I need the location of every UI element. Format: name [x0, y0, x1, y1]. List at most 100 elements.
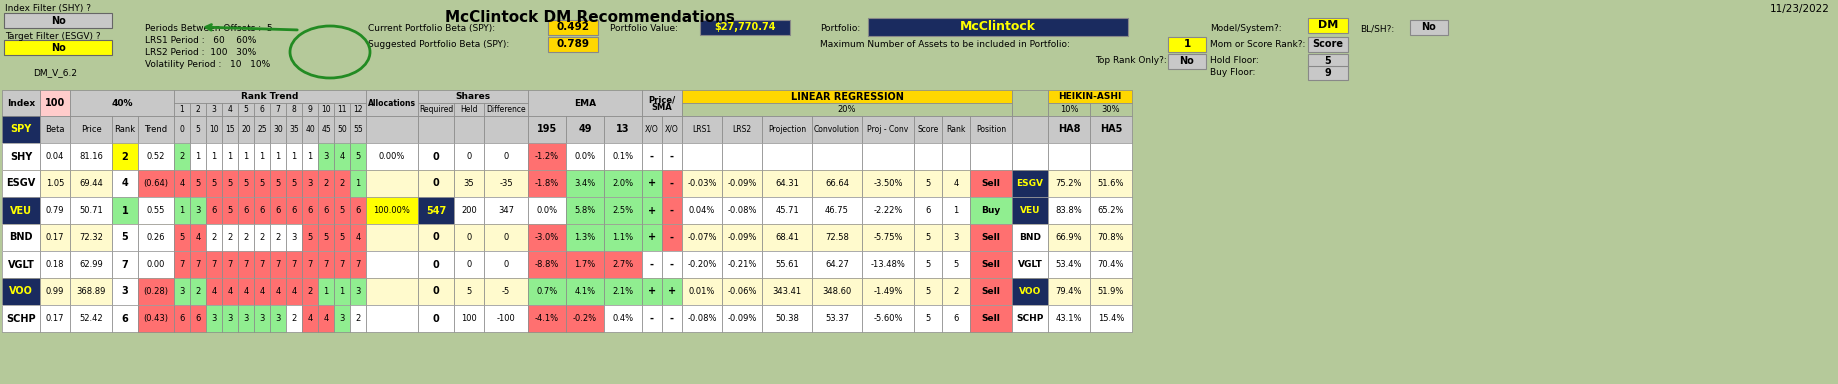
Bar	[1090, 116, 1132, 143]
Text: 4: 4	[340, 152, 346, 161]
Text: 79.4%: 79.4%	[1055, 287, 1083, 296]
Text: 2: 2	[243, 233, 248, 242]
Bar	[763, 143, 812, 170]
Text: BL/SH?:: BL/SH?:	[1360, 24, 1395, 33]
Text: 9: 9	[307, 105, 312, 114]
Text: 4: 4	[292, 287, 296, 296]
Bar	[138, 224, 175, 251]
Text: 6: 6	[307, 206, 312, 215]
Bar	[763, 305, 812, 332]
Text: (0.43): (0.43)	[143, 314, 169, 323]
Bar	[1167, 54, 1206, 69]
Text: 0.79: 0.79	[46, 206, 64, 215]
Text: -4.1%: -4.1%	[535, 314, 559, 323]
Text: Buy: Buy	[981, 206, 1000, 215]
Bar	[417, 305, 454, 332]
Text: 75.2%: 75.2%	[1055, 179, 1083, 188]
Text: 65.2%: 65.2%	[1097, 206, 1125, 215]
Bar	[222, 103, 237, 116]
Bar	[112, 251, 138, 278]
Text: 7: 7	[276, 260, 281, 269]
Bar	[483, 305, 528, 332]
Text: 0: 0	[467, 260, 472, 269]
Bar	[454, 116, 483, 143]
Text: 64.31: 64.31	[776, 179, 800, 188]
Bar	[318, 170, 335, 197]
Bar	[943, 116, 970, 143]
Text: HA5: HA5	[1099, 124, 1123, 134]
Text: SCHP: SCHP	[1016, 314, 1044, 323]
Text: 35: 35	[289, 125, 300, 134]
Bar	[417, 143, 454, 170]
Bar	[270, 251, 287, 278]
Bar	[138, 305, 175, 332]
Bar	[605, 116, 641, 143]
Text: Rank: Rank	[114, 125, 136, 134]
Bar	[566, 305, 605, 332]
Bar	[70, 197, 112, 224]
Text: 0: 0	[432, 232, 439, 243]
Bar	[812, 170, 862, 197]
Bar	[2, 305, 40, 332]
Bar	[138, 116, 175, 143]
Text: 3: 3	[243, 314, 248, 323]
Text: 5: 5	[259, 179, 265, 188]
Text: 3: 3	[180, 287, 184, 296]
Text: 52.42: 52.42	[79, 314, 103, 323]
Bar	[605, 278, 641, 305]
Bar	[206, 278, 222, 305]
Bar	[189, 197, 206, 224]
Text: 10: 10	[210, 125, 219, 134]
Text: 50: 50	[336, 125, 347, 134]
Text: 10: 10	[322, 105, 331, 114]
Text: SMA: SMA	[652, 103, 673, 111]
Bar	[566, 251, 605, 278]
Bar	[189, 278, 206, 305]
Text: 100.00%: 100.00%	[373, 206, 410, 215]
Bar	[138, 197, 175, 224]
Text: 30: 30	[274, 125, 283, 134]
Bar	[287, 224, 301, 251]
Text: Suggested Portfolio Beta (SPY):: Suggested Portfolio Beta (SPY):	[368, 40, 509, 49]
Text: 4: 4	[228, 287, 233, 296]
Text: 11/23/2022: 11/23/2022	[1770, 4, 1831, 14]
Bar	[2, 116, 40, 143]
Bar	[417, 103, 454, 116]
Bar	[349, 170, 366, 197]
Bar	[1048, 278, 1090, 305]
Bar	[682, 278, 722, 305]
Bar	[1410, 20, 1448, 35]
Text: 3: 3	[276, 314, 281, 323]
Text: 1: 1	[259, 152, 265, 161]
Text: Index: Index	[7, 99, 35, 108]
Bar	[641, 224, 662, 251]
Text: 49: 49	[579, 124, 592, 134]
Text: 5: 5	[355, 152, 360, 161]
Text: Price/: Price/	[649, 96, 676, 104]
Text: 6: 6	[121, 313, 129, 323]
Text: -1.2%: -1.2%	[535, 152, 559, 161]
Bar	[175, 170, 189, 197]
Text: 1: 1	[243, 152, 248, 161]
Bar	[138, 143, 175, 170]
Bar	[2, 143, 1132, 170]
Text: 5: 5	[211, 179, 217, 188]
Text: 53.37: 53.37	[825, 314, 849, 323]
Bar	[222, 116, 237, 143]
Bar	[417, 197, 454, 224]
Text: 25: 25	[257, 125, 267, 134]
Bar	[605, 224, 641, 251]
Text: 0.0%: 0.0%	[575, 152, 596, 161]
Bar	[528, 170, 566, 197]
Bar	[943, 224, 970, 251]
Bar	[913, 143, 943, 170]
Text: 62.99: 62.99	[79, 260, 103, 269]
Text: 6: 6	[925, 206, 930, 215]
Bar	[138, 278, 175, 305]
Text: 1: 1	[292, 152, 296, 161]
Text: Position: Position	[976, 125, 1005, 134]
Bar	[417, 90, 528, 103]
Bar	[682, 224, 722, 251]
Text: +: +	[649, 286, 656, 296]
Text: 7: 7	[307, 260, 312, 269]
